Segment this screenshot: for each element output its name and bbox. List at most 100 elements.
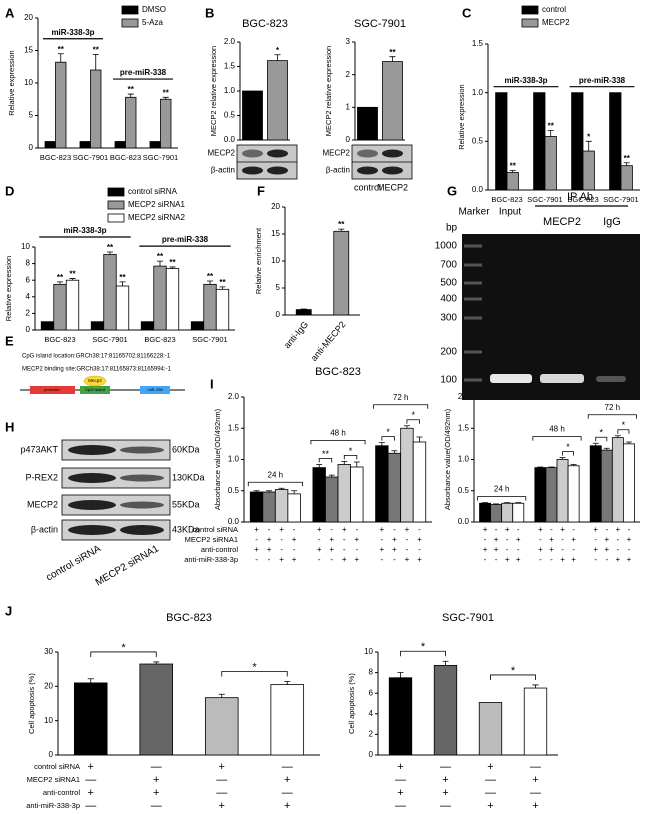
e-element: promoter xyxy=(44,387,61,392)
condition-sign: — xyxy=(530,761,541,773)
error-bar xyxy=(291,490,298,494)
condition-sign: - xyxy=(318,555,321,564)
condition-sign: - xyxy=(318,535,321,544)
bracket-label: * xyxy=(421,641,426,653)
blot-row-label: MECP2 xyxy=(27,499,58,509)
bracket-label: * xyxy=(566,442,570,452)
bracket-label: ** xyxy=(322,449,330,459)
condition-sign: + xyxy=(505,555,510,564)
condition-sign: - xyxy=(506,535,509,544)
bar xyxy=(478,702,503,756)
y-tick-label: 2 xyxy=(26,309,31,318)
bar xyxy=(44,141,56,149)
error-bar xyxy=(57,53,64,63)
bracket xyxy=(595,436,608,442)
panel-letter: H xyxy=(5,419,14,434)
group-bracket xyxy=(477,496,527,501)
condition-name: anti-control xyxy=(43,788,80,797)
error-bar xyxy=(614,435,621,438)
error-bar xyxy=(442,660,449,666)
error-bar xyxy=(316,464,323,468)
bar xyxy=(90,69,102,149)
condition-sign: - xyxy=(561,535,564,544)
panel-letter: F xyxy=(257,183,265,198)
condition-sign: + xyxy=(516,535,521,544)
condition-sign: + xyxy=(317,545,322,554)
condition-sign: — xyxy=(485,787,496,799)
error-bar xyxy=(253,490,260,492)
condition-sign: + xyxy=(505,525,510,534)
error-bar xyxy=(397,672,404,678)
error-bar xyxy=(328,474,335,477)
blot-band xyxy=(267,166,288,175)
chart-title: SGC-7901 xyxy=(354,18,406,30)
ladder-label: 500 xyxy=(440,278,457,289)
condition-sign: — xyxy=(485,774,496,786)
bar xyxy=(287,493,301,523)
y-tick-label: 0.0 xyxy=(472,185,484,194)
ladder-band xyxy=(464,297,482,301)
bar xyxy=(115,285,130,331)
condition-sign: + xyxy=(284,774,290,786)
bar xyxy=(501,502,514,523)
error-bar xyxy=(207,280,213,285)
bar xyxy=(388,677,413,756)
y-axis-label: MECP2 relative expression xyxy=(209,46,218,136)
blot-size: 130KDa xyxy=(172,472,205,482)
bracket xyxy=(406,419,420,424)
error-bar xyxy=(92,54,99,70)
bar xyxy=(40,321,55,331)
y-axis-label: Relative expression xyxy=(457,84,466,149)
condition-sign: - xyxy=(293,545,296,554)
bar xyxy=(582,150,595,191)
condition-sign: + xyxy=(88,761,94,773)
ladder-label: 100 xyxy=(440,375,457,386)
legend-swatch xyxy=(121,18,139,28)
gel-lane-label: MECP2 xyxy=(543,216,581,228)
condition-name: MECP2 siRNA1 xyxy=(185,535,238,544)
ladder-label: 1000 xyxy=(435,241,458,252)
condition-sign: - xyxy=(539,555,542,564)
y-tick-label: 1.0 xyxy=(458,455,470,464)
cpg-box xyxy=(80,386,110,394)
blot-band xyxy=(382,149,403,158)
bar xyxy=(312,467,326,523)
condition-sign: + xyxy=(593,525,598,534)
blot-band xyxy=(357,166,378,175)
condition-sign: - xyxy=(355,545,358,554)
condition-sign: - xyxy=(572,525,575,534)
error-bar xyxy=(169,266,176,269)
ladder-label: 400 xyxy=(440,294,457,305)
bar xyxy=(204,697,239,756)
error-bar xyxy=(585,140,592,152)
error-bar xyxy=(504,502,511,504)
legend-label: DMSO xyxy=(142,5,166,14)
blot-size: 43KDa xyxy=(172,524,200,534)
bracket-label: * xyxy=(252,661,257,673)
blot-band xyxy=(120,446,164,454)
condition-sign: - xyxy=(343,545,346,554)
condition-sign: + xyxy=(267,535,272,544)
bracket xyxy=(318,458,333,463)
gel-lane-label: Input xyxy=(499,207,521,218)
error-bar xyxy=(119,281,126,287)
condition-sign: + xyxy=(279,555,284,564)
bar xyxy=(512,502,525,523)
condition-sign: - xyxy=(572,545,575,554)
x-tick-label: SGC-7901 xyxy=(192,335,227,344)
y-tick-label: 5 xyxy=(29,111,34,120)
x-tick-label: BGC-823 xyxy=(144,335,175,344)
bar xyxy=(545,467,558,523)
condition-sign: — xyxy=(395,774,406,786)
condition-sign: - xyxy=(561,545,564,554)
y-tick-label: 3 xyxy=(346,37,351,46)
y-tick-label: 30 xyxy=(44,647,53,656)
blot-band xyxy=(68,500,116,510)
panel-letter: G xyxy=(447,183,457,198)
condition-sign: - xyxy=(355,525,358,534)
chart-title: BGC-823 xyxy=(166,612,212,624)
condition-sign: - xyxy=(280,545,283,554)
ladder-label: 300 xyxy=(440,313,457,324)
y-tick-label: 10 xyxy=(44,716,53,725)
error-bar xyxy=(570,464,577,466)
